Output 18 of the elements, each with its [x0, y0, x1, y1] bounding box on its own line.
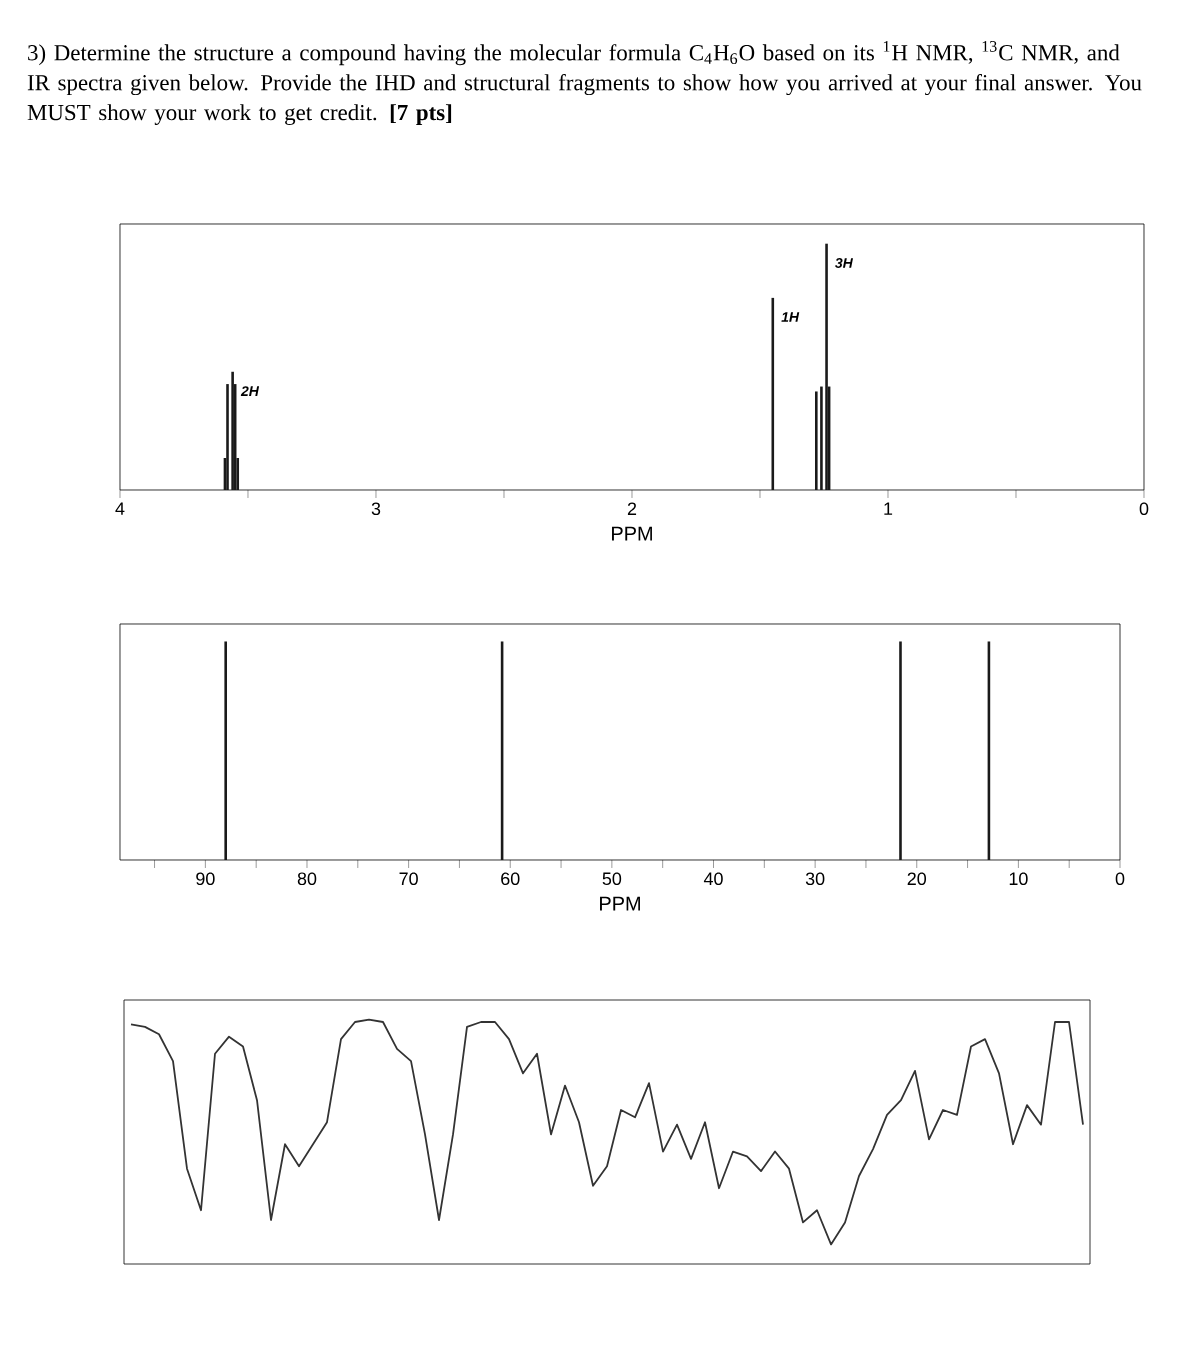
x-tick-label: 4	[115, 502, 125, 515]
x-tick-label: 30	[805, 872, 825, 886]
x-tick-label: 1	[884, 502, 893, 515]
x-tick-label: 10	[1009, 872, 1028, 886]
x-tick-label: 50	[602, 872, 622, 886]
x-tick-label: 3	[371, 502, 381, 516]
x-tick-label: 90	[196, 872, 215, 886]
x-tick-label: 0	[1115, 872, 1125, 886]
x-tick-label: 40	[703, 872, 723, 886]
x-tick-label: 20	[907, 872, 927, 886]
x-axis-title: PPM	[600, 896, 640, 911]
x-axis-title: PPM	[612, 526, 652, 541]
x-tick-label: 70	[399, 872, 418, 886]
chart-title: 3) Determine the structure a compound having the molecular formula C$_{4}$H$_{6}$O based on its $^{1}$H NMR, $^{13}$C NMR, and IR spectra given below. Provide the IHD and structural fragments to show how you arrived at your final answer. You MUST show your work to get credit. [7 pts]	[27, 40, 1142, 125]
x-tick-label: 2	[627, 502, 637, 515]
x-tick-label: 60	[501, 872, 520, 886]
x-tick-label: 80	[297, 872, 317, 886]
x-tick-label: 0	[1139, 502, 1149, 516]
